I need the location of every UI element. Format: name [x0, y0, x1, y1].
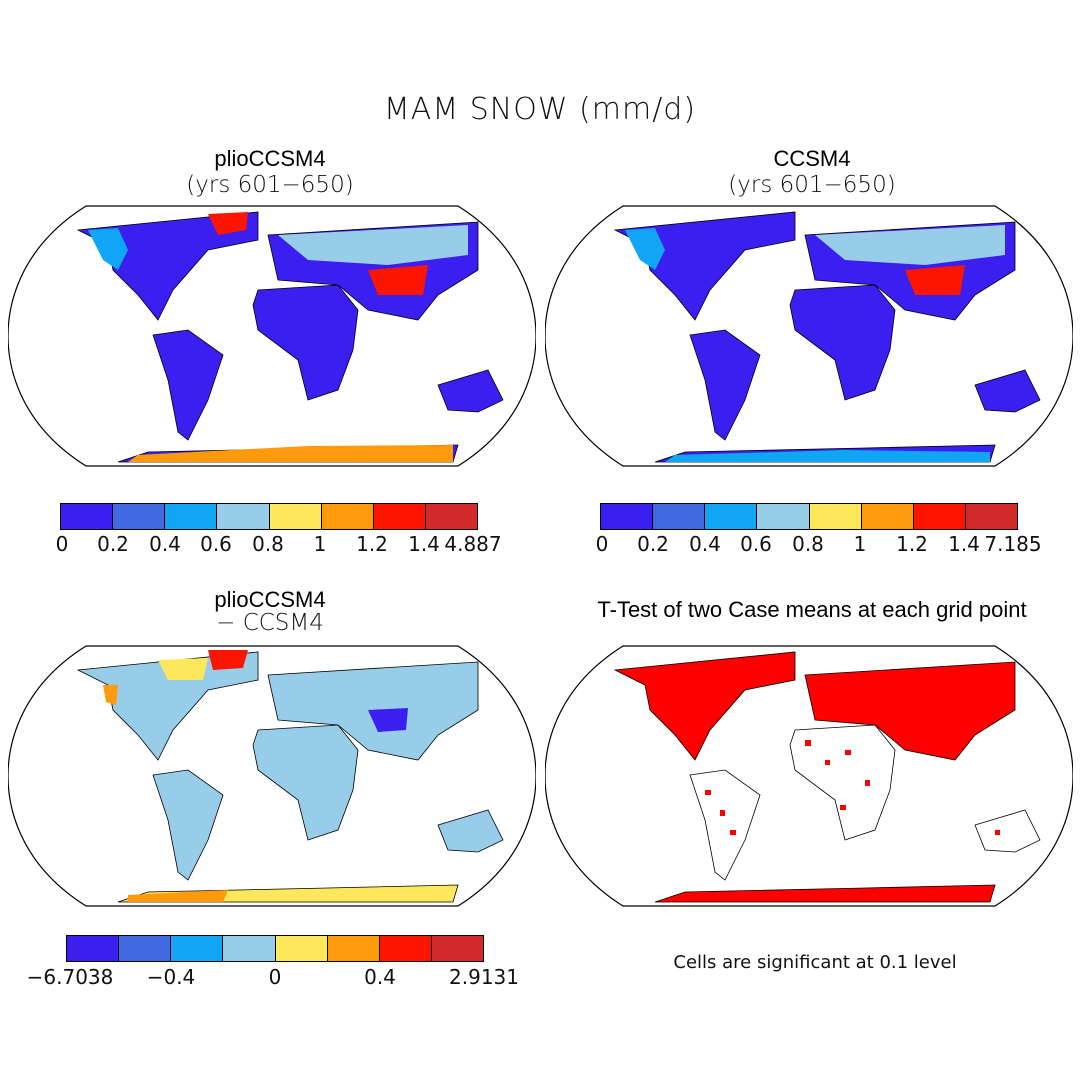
- colorbar-2-tick: 1.2: [896, 532, 928, 556]
- panel4-title: T-Test of two Case means at each grid po…: [597, 597, 1027, 622]
- colorbar-2-tick: 0.6: [740, 532, 772, 556]
- colorbar-2-tick: 0.4: [689, 532, 721, 556]
- colorbar-1-tick: 4.887: [444, 532, 502, 556]
- colorbar-3-level-1: [67, 936, 120, 961]
- colorbar-1-level-7: [373, 504, 426, 529]
- colorbar-2-level-2: [653, 504, 706, 529]
- colorbar-3-tick: −6.7038: [26, 965, 114, 989]
- colorbar-3-tick: 0.4: [364, 965, 396, 989]
- colorbar-1-tick: 0.6: [200, 532, 232, 556]
- colorbar-1-tick: 0: [55, 532, 69, 556]
- colorbar-2-tick: 1: [853, 532, 867, 556]
- snow-highlights: [88, 212, 468, 462]
- colorbar-3-level-4: [223, 936, 276, 961]
- colorbar-2-tick: 1.4: [948, 532, 980, 556]
- panel3-title: plioCCSM4: [214, 587, 326, 612]
- map-panel-1: [8, 205, 536, 467]
- colorbar-1-tick: 0.2: [97, 532, 129, 556]
- colorbar-3-level-2: [119, 936, 172, 961]
- colorbar-1: [60, 503, 478, 530]
- map-panel-3: [8, 645, 536, 907]
- colorbar-1-tick: 1: [313, 532, 327, 556]
- colorbar-2-level-1: [601, 504, 654, 529]
- continents: [76, 651, 504, 903]
- ttest-note: Cells are significant at 0.1 level: [673, 952, 957, 973]
- colorbar-1-tick: 1.2: [356, 532, 388, 556]
- colorbar-3-tick: 2.9131: [449, 965, 519, 989]
- colorbar-1-level-3: [165, 504, 218, 529]
- colorbar-2-level-5: [809, 504, 862, 529]
- colorbar-3-level-8: [431, 936, 483, 961]
- colorbar-2-level-4: [757, 504, 810, 529]
- colorbar-2-level-8: [965, 504, 1017, 529]
- colorbar-2-level-6: [861, 504, 914, 529]
- colorbar-3-tick: −0.4: [146, 965, 196, 989]
- colorbar-1-level-4: [217, 504, 270, 529]
- colorbar-2-tick: 7.185: [984, 532, 1042, 556]
- figure-title: MAM SNOW (mm/d): [383, 92, 697, 127]
- panel1-title: plioCCSM4: [214, 146, 326, 171]
- panel2-subtitle: (yrs 601−650): [728, 172, 896, 198]
- colorbar-3: [66, 935, 484, 962]
- colorbar-1-level-8: [425, 504, 477, 529]
- colorbar-1-level-2: [113, 504, 166, 529]
- significance-speckle: [705, 740, 1000, 835]
- significant-cells: [613, 651, 1041, 903]
- panel2-title: CCSM4: [773, 146, 851, 171]
- colorbar-3-level-7: [379, 936, 432, 961]
- map-panel-4: [545, 645, 1073, 907]
- difference-highlights: [103, 650, 408, 902]
- colorbar-2: [600, 503, 1018, 530]
- colorbar-2-tick: 0: [595, 532, 609, 556]
- colorbar-1-level-5: [269, 504, 322, 529]
- colorbar-1-tick: 0.4: [149, 532, 181, 556]
- panel3-subtitle: − CCSM4: [216, 610, 324, 636]
- colorbar-2-level-7: [913, 504, 966, 529]
- colorbar-1-tick: 1.4: [408, 532, 440, 556]
- map-panel-2: [545, 205, 1073, 467]
- colorbar-3-level-6: [327, 936, 380, 961]
- colorbar-2-tick: 0.8: [792, 532, 824, 556]
- colorbar-1-level-6: [321, 504, 374, 529]
- snow-highlights: [625, 225, 1005, 462]
- colorbar-3-level-5: [275, 936, 328, 961]
- colorbar-2-tick: 0.2: [637, 532, 669, 556]
- colorbar-1-level-1: [61, 504, 114, 529]
- colorbar-3-level-3: [171, 936, 224, 961]
- colorbar-3-tick: 0: [268, 965, 282, 989]
- colorbar-2-level-3: [705, 504, 758, 529]
- colorbar-1-tick: 0.8: [252, 532, 284, 556]
- panel1-subtitle: (yrs 601−650): [186, 172, 354, 198]
